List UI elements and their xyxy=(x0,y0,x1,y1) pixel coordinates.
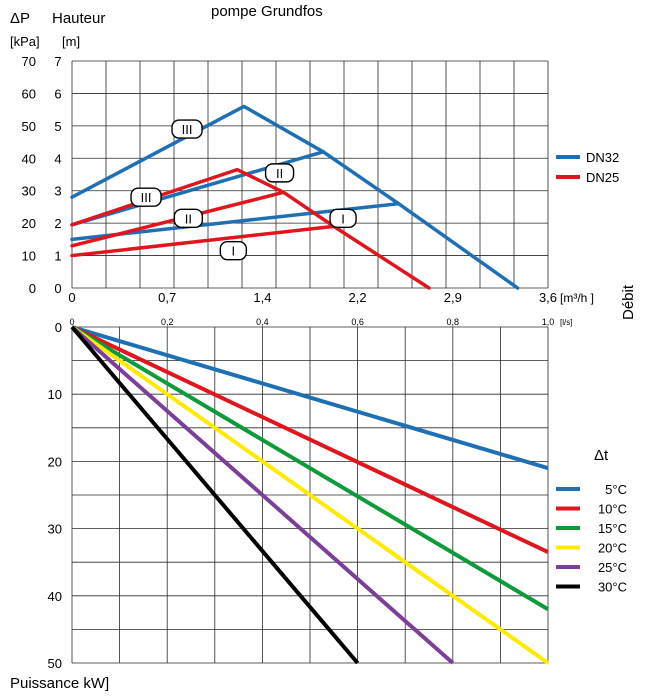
power-chart-axes: 0 10 20 30 40 50 xyxy=(48,320,62,671)
legend-label-dn25: DN25 xyxy=(586,170,619,185)
curve-tag-label: II xyxy=(276,166,283,181)
power-line-20c xyxy=(70,325,550,665)
y-tick-label-kpa: 60 xyxy=(22,86,36,101)
y-tick-label-kpa: 20 xyxy=(22,216,36,231)
x-unit-label: [m³/h ] xyxy=(560,291,594,305)
curve-tag-box xyxy=(329,208,357,228)
flow-label: Débit xyxy=(620,284,637,320)
y-tick-label-kpa: 10 xyxy=(22,249,36,264)
curve-tag-box xyxy=(130,187,162,207)
y-tick-label-m: 0 xyxy=(54,281,61,296)
pump-chart-legend: DN32 DN25 xyxy=(556,150,619,185)
y-tick-label-power: 40 xyxy=(48,589,62,604)
x-tick-label-secondary: 0,8 xyxy=(447,317,460,327)
x-tick-label-secondary: 0,6 xyxy=(351,317,364,327)
power-line-25c xyxy=(70,325,455,665)
legend-label-dn32: DN32 xyxy=(586,150,619,165)
legend-label-30c: 30°C xyxy=(598,580,627,595)
power-label: Puissance kW] xyxy=(10,675,109,692)
y-tick-label-m: 3 xyxy=(54,184,61,199)
chart-subtitle: pompe Grundfos xyxy=(211,3,323,20)
legend-label-20c: 20°C xyxy=(598,541,627,556)
x-tick-label: 2,9 xyxy=(444,290,462,305)
x-unit-label-secondary: [l/s] xyxy=(560,318,572,327)
legend-label-15c: 15°C xyxy=(598,521,627,536)
x-tick-label-secondary: 0,2 xyxy=(161,317,174,327)
curve-tag-box xyxy=(173,208,204,228)
series-line-dn25-i xyxy=(70,224,431,290)
y-tick-label-power: 50 xyxy=(48,656,62,671)
y-tick-label-power: 10 xyxy=(48,387,62,402)
curve-tag-box xyxy=(171,119,203,139)
power-chart-series xyxy=(70,325,550,665)
legend-label-5c: 5°C xyxy=(605,482,627,497)
y-tick-label-kpa: 70 xyxy=(22,54,36,69)
x-tick-label-secondary: 1,0 xyxy=(542,317,555,327)
curve-tag-label: I xyxy=(231,244,235,259)
y-tick-label-power: 30 xyxy=(48,522,62,537)
y-tick-label-m: 1 xyxy=(54,249,61,264)
curve-tag-box xyxy=(219,241,248,261)
y-tick-label-m: 7 xyxy=(54,54,61,69)
x-tick-label: 0,7 xyxy=(158,290,176,305)
power-chart-legend: Δt 5°C 10°C 15°C 20°C 25°C 30°C xyxy=(556,447,627,595)
curve-tag-label: III xyxy=(141,190,152,205)
power-line-5c xyxy=(71,325,549,471)
series-line-dn32-iii xyxy=(70,104,325,199)
power-line-10c xyxy=(71,325,549,554)
x-tick-label: 0 xyxy=(68,290,75,305)
y-tick-label-m: 5 xyxy=(54,119,61,134)
curve-tag-label: I xyxy=(341,211,345,226)
y-tick-label-m: 4 xyxy=(54,151,61,166)
x-tick-label: 2,2 xyxy=(349,290,367,305)
power-chart-grid xyxy=(71,326,549,664)
x-tick-label-secondary: 0 xyxy=(69,317,74,327)
power-line-30c xyxy=(70,325,360,665)
series-line-dn32-i xyxy=(70,201,520,290)
y-tick-label-kpa: 30 xyxy=(22,184,36,199)
m-unit: [m] xyxy=(62,34,80,49)
power-line-15c xyxy=(70,325,550,611)
height-label: Hauteur xyxy=(52,10,105,27)
y-tick-label-kpa: 40 xyxy=(22,151,36,166)
x-tick-label-secondary: 0,4 xyxy=(256,317,269,327)
y-tick-label-m: 6 xyxy=(54,86,61,101)
legend-label-10c: 10°C xyxy=(598,502,627,517)
pump-chart-grid xyxy=(71,60,549,289)
dp-label: ΔP xyxy=(10,10,30,27)
y-tick-label-power: 0 xyxy=(55,320,62,335)
y-tick-label-kpa: 50 xyxy=(22,119,36,134)
curve-tag-label: III xyxy=(182,122,193,137)
x-tick-label: 1,4 xyxy=(253,290,271,305)
y-tick-label-kpa: 0 xyxy=(29,281,36,296)
curve-tag-box xyxy=(264,163,295,183)
y-tick-label-m: 2 xyxy=(54,216,61,231)
curve-tag-label: II xyxy=(185,211,192,226)
kpa-unit: [kPa] xyxy=(10,34,40,49)
legend-label-25c: 25°C xyxy=(598,560,627,575)
y-tick-label-power: 20 xyxy=(48,454,62,469)
series-line-dn25-iii xyxy=(70,167,286,227)
legend-title-delta-t: Δt xyxy=(594,447,609,464)
x-tick-label: 3,6 xyxy=(539,290,557,305)
